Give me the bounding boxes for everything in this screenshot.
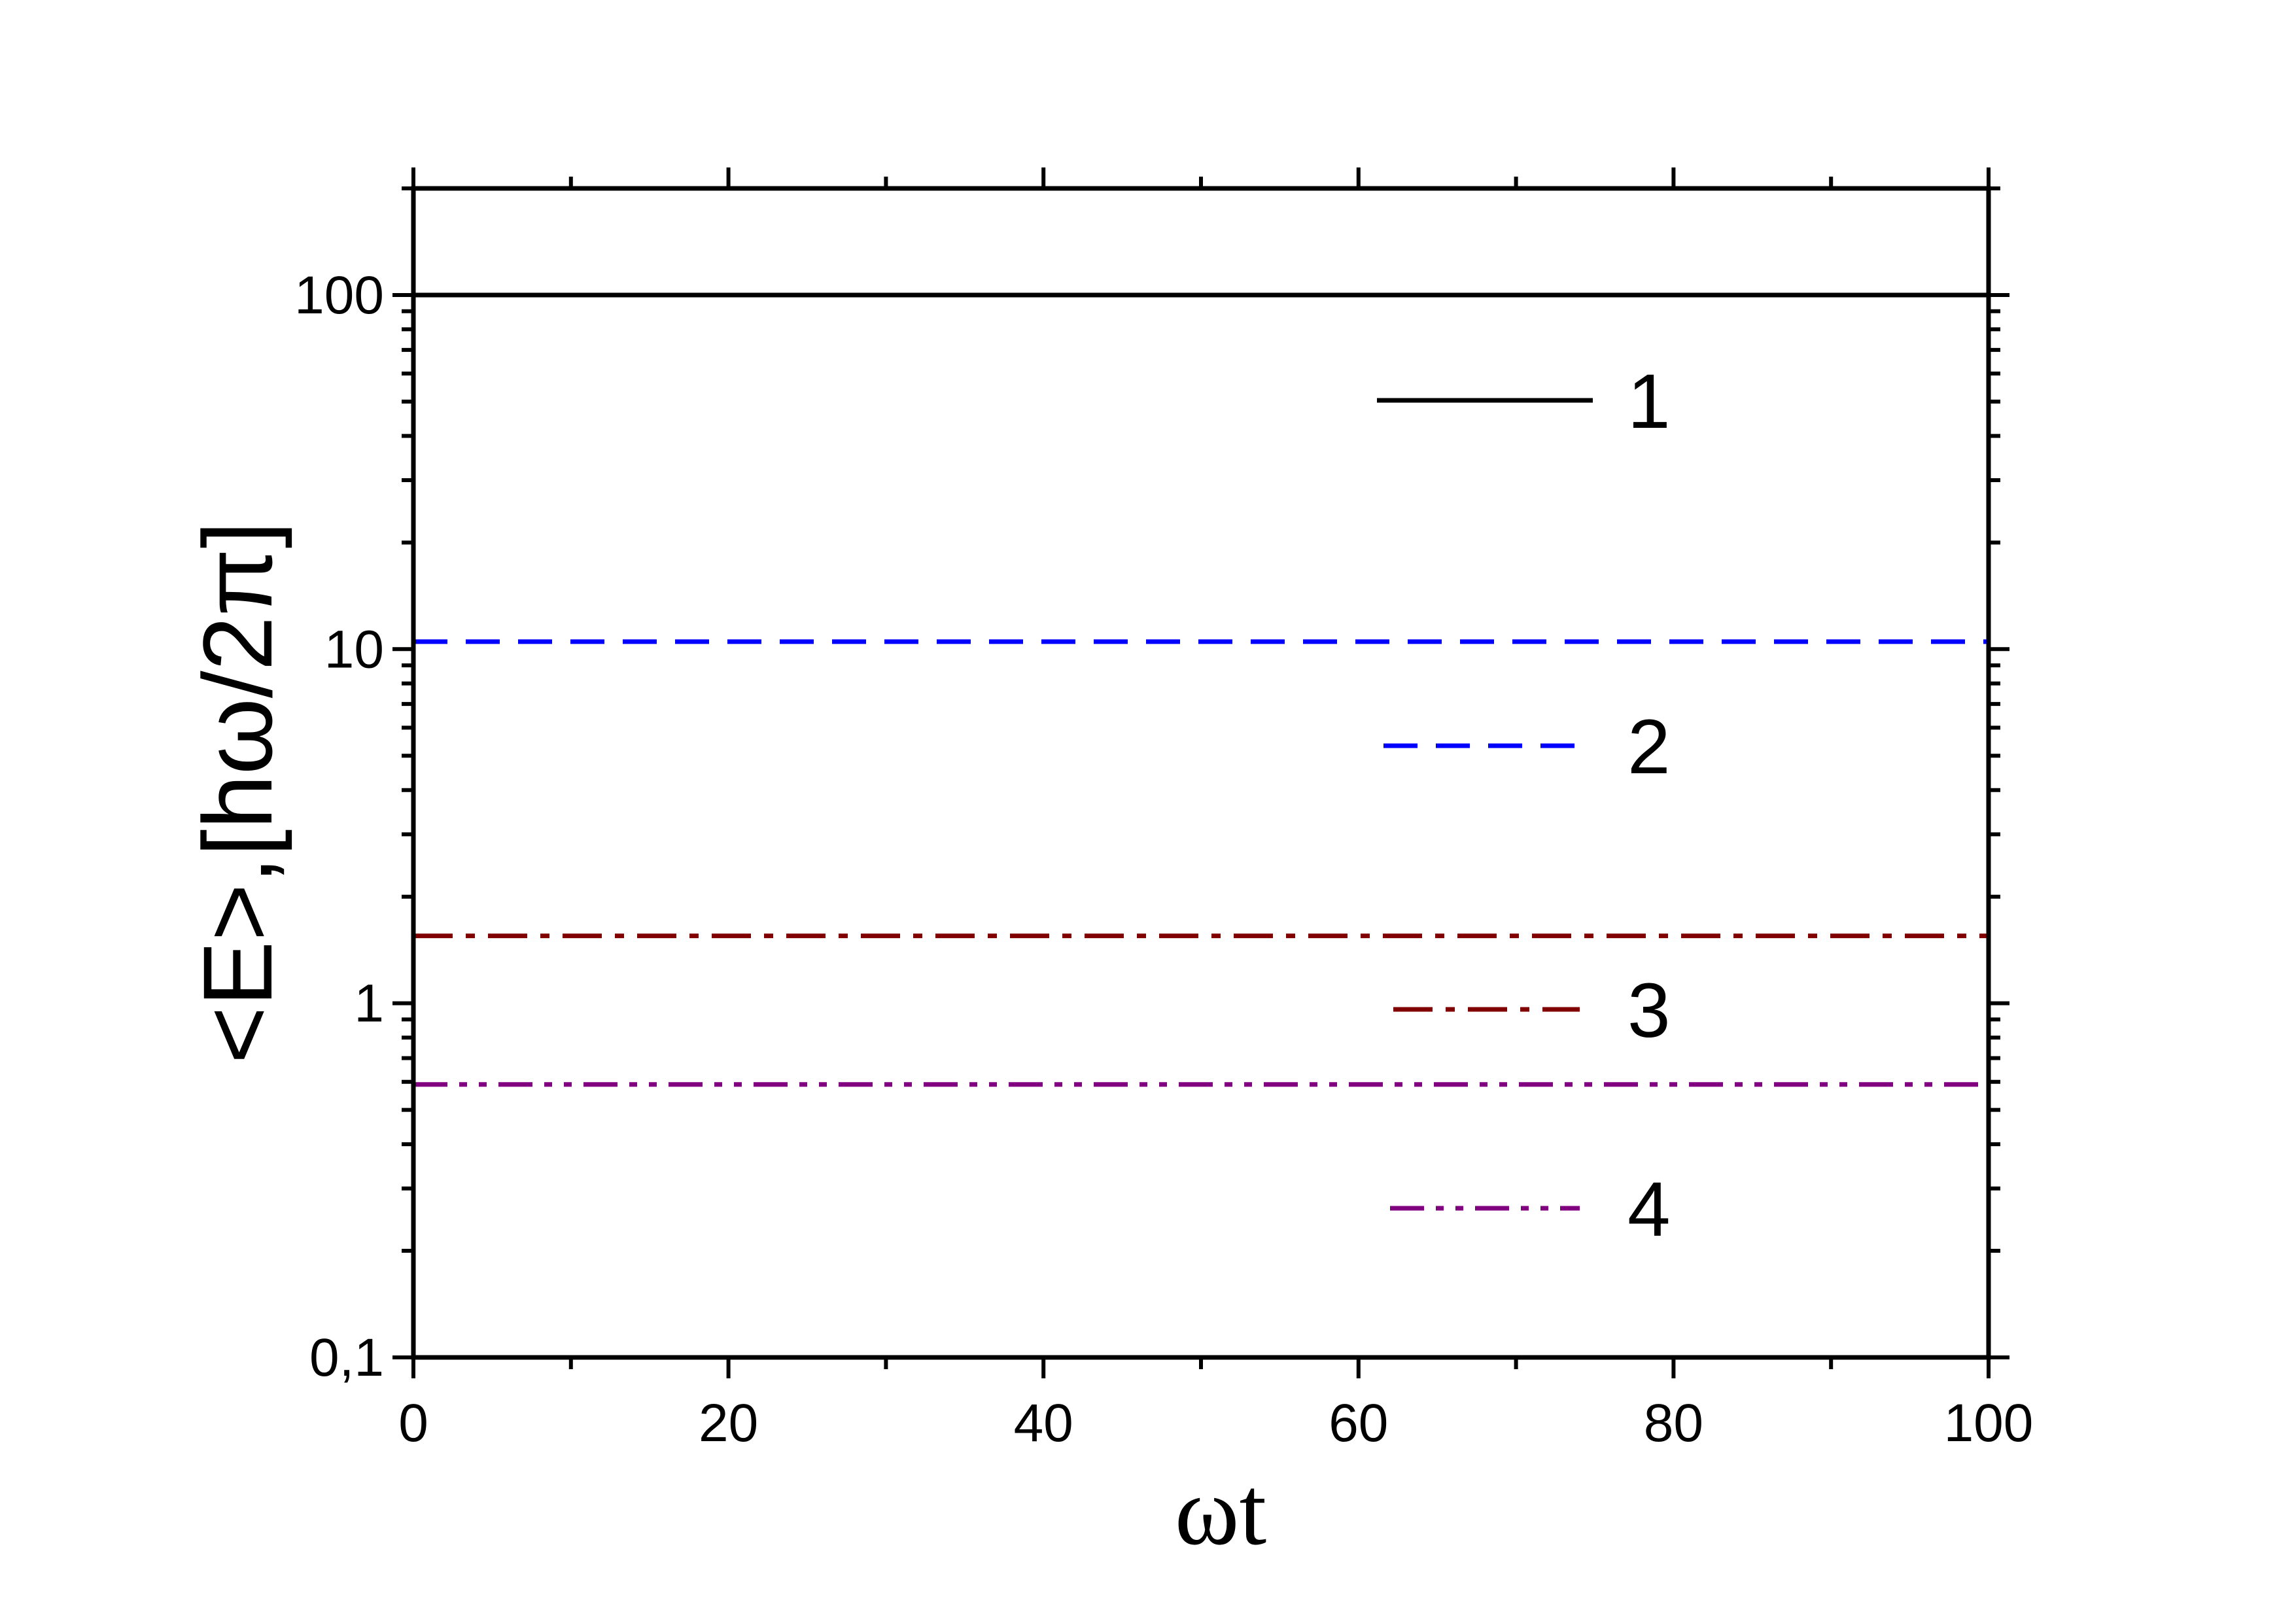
series-layer (413, 292, 1989, 1087)
y-tick-label: 10 (324, 620, 384, 679)
legend-label-3: 3 (1627, 968, 1671, 1054)
y-tick-label: 0,1 (309, 1328, 384, 1387)
y-axis-label: <E>,[hω/2π] (183, 521, 292, 1064)
x-tick-label: 0 (398, 1393, 428, 1453)
ticks-layer: 0 20 40 60 80 100 0,1 1 10 100 (294, 167, 2033, 1453)
x-tick-label: 60 (1329, 1393, 1388, 1453)
x-tick-label: 100 (1944, 1393, 2034, 1453)
legend-label-1: 1 (1627, 358, 1671, 445)
legend-layer: 1 2 3 4 (1377, 358, 1671, 1253)
legend-label-2: 2 (1627, 704, 1671, 790)
x-tick-label: 40 (1014, 1393, 1073, 1453)
plot-frame (411, 186, 1991, 1360)
legend-label-4: 4 (1627, 1166, 1671, 1253)
y-tick-label: 1 (354, 974, 384, 1034)
x-tick-label: 20 (699, 1393, 758, 1453)
x-tick-label: 80 (1644, 1393, 1703, 1453)
y-tick-label: 100 (294, 266, 384, 325)
x-axis-label: ωt (1175, 1457, 1266, 1565)
